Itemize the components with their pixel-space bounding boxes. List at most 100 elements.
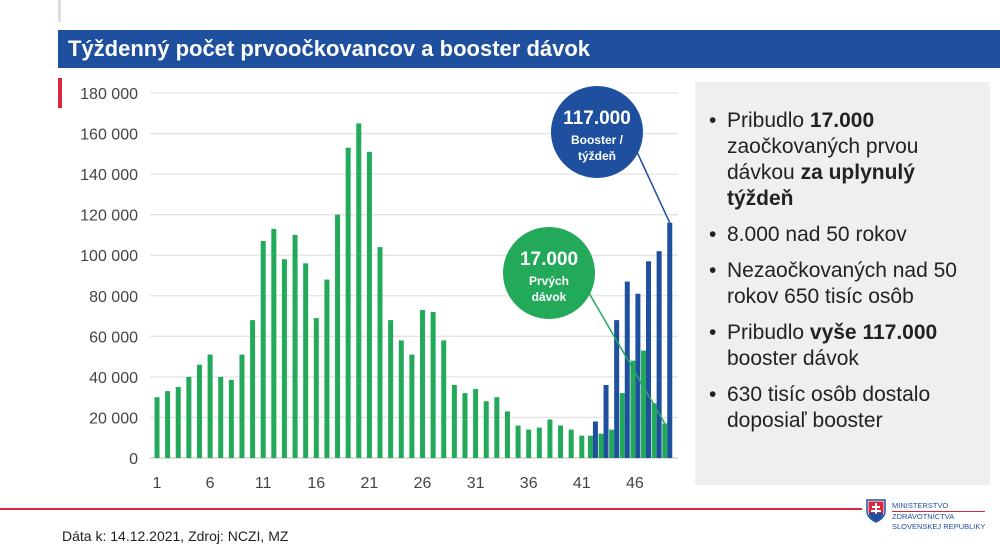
booster-bar: [624, 281, 630, 458]
booster-bar: [667, 222, 673, 458]
x-tick-label: 16: [307, 475, 325, 492]
first-dose-bar: [207, 354, 213, 458]
booster-bar: [656, 251, 662, 458]
logo-line: SLOVENSKEJ REPUBLIKY: [892, 522, 986, 531]
first-dose-bar: [662, 423, 668, 458]
x-tick-label: 21: [361, 475, 379, 492]
x-tick-label: 26: [414, 475, 432, 492]
first-dose-bar: [366, 151, 372, 459]
x-tick-label: 11: [255, 475, 272, 492]
first-dose-bar: [345, 147, 351, 458]
first-dose-bar: [430, 312, 436, 458]
first-dose-bar: [324, 279, 330, 458]
first-dose-bar: [228, 379, 234, 458]
first-dose-bar: [441, 340, 447, 458]
first-dose-bar: [388, 320, 394, 458]
first-dose-bar: [271, 228, 277, 458]
first-dose-bar: [526, 429, 532, 458]
y-tick-label: 180 000: [80, 86, 138, 103]
first-dose-bar: [451, 385, 457, 458]
summary-text: vyše 117.000: [809, 321, 938, 344]
first-dose-bar: [154, 397, 160, 458]
summary-text: za uplynulý týždeň: [727, 161, 915, 210]
first-dose-bar: [218, 376, 224, 458]
summary-panel: Pribudlo 17.000 zaočkovaných prvou dávko…: [695, 82, 990, 485]
x-tick-label: 1: [153, 475, 162, 492]
x-tick-label: 6: [206, 475, 215, 492]
callout-label2: týždeň: [578, 149, 616, 163]
first-dose-bar: [568, 429, 574, 458]
logo-line: MINISTERSTVO: [892, 501, 986, 512]
first-dose-bar: [239, 354, 245, 458]
first-dose-bar: [260, 241, 266, 458]
first-dose-bar: [504, 411, 510, 458]
first-dose-bar: [250, 320, 256, 458]
ministry-logo: MINISTERSTVO ZDRAVOTNÍCTVA SLOVENSKEJ RE…: [862, 499, 1000, 531]
summary-text: booster dávok: [727, 347, 859, 370]
first-dose-bar: [473, 389, 479, 458]
accent-mark: [58, 78, 62, 108]
summary-item: Nezaočkovaných nad 50 rokov 650 tisíc os…: [705, 258, 980, 310]
first-dose-bar: [356, 123, 362, 458]
first-dose-bar: [313, 318, 319, 458]
bar-chart: 0 20 000 40 000 60 000 80 000 100 000 120 000 1…: [80, 86, 678, 492]
summary-item: Pribudlo vyše 117.000 booster dávok: [705, 320, 980, 372]
first-dose-bar: [165, 391, 171, 458]
first-dose-bar: [536, 427, 542, 458]
first-dose-bar: [558, 425, 564, 458]
x-tick-label: 41: [573, 475, 591, 492]
page-title: Týždenný počet prvoočkovancov a booster …: [58, 30, 1000, 68]
summary-text: zaočkovaných prvou dávkou: [727, 135, 919, 184]
first-dose-bar: [420, 309, 425, 458]
divider: [58, 0, 61, 22]
x-tick-label: 31: [467, 475, 485, 492]
y-tick-label: 60 000: [89, 329, 138, 346]
first-dose-bar: [186, 376, 192, 458]
callout-label1: Booster /: [571, 133, 624, 147]
summary-item: 630 tisíc osôb dostalo doposiaľ booster: [705, 382, 980, 434]
booster-bar: [592, 421, 598, 458]
first-dose-bar: [175, 387, 181, 458]
footer-divider: [0, 508, 1000, 510]
first-dose-bar: [409, 354, 415, 458]
first-dose-bar: [494, 397, 500, 458]
callout-line: [588, 292, 666, 424]
y-tick-label: 80 000: [89, 289, 138, 306]
first-dose-bar: [281, 259, 287, 458]
first-dose-bar: [483, 401, 489, 458]
summary-text: 8.000 nad 50 rokov: [727, 223, 907, 246]
first-dose-bar: [579, 435, 585, 458]
summary-text: Pribudlo: [727, 109, 810, 132]
first-dose-bar: [619, 393, 625, 458]
first-dose-bar: [547, 419, 553, 458]
first-dose-bar: [335, 214, 341, 458]
callout-value: 117.000: [563, 108, 631, 129]
first-dose-bar: [515, 425, 521, 458]
first-dose-bar: [609, 429, 615, 458]
y-tick-label: 40 000: [89, 370, 138, 387]
first-dose-bar: [641, 350, 647, 458]
callout-line: [636, 151, 671, 224]
summary-text: Pribudlo: [727, 321, 810, 344]
first-dose-bar: [587, 435, 593, 458]
first-dose-bar: [398, 340, 404, 458]
summary-text: 630 tisíc osôb dostalo doposiaľ booster: [727, 383, 931, 432]
y-tick-label: 140 000: [80, 167, 138, 184]
booster-bar: [646, 261, 652, 458]
summary-text: 17.000: [809, 109, 875, 132]
summary-item: 8.000 nad 50 rokov: [705, 222, 980, 248]
data-source: Dáta k: 14.12.2021, Zdroj: NCZI, MZ: [62, 528, 289, 544]
callout-bubble: [551, 86, 643, 178]
first-dose-bar: [651, 403, 657, 458]
y-tick-label: 0: [129, 451, 138, 468]
y-tick-label: 160 000: [80, 127, 138, 144]
summary-text: Nezaočkovaných nad 50 rokov 650 tisíc os…: [727, 259, 957, 308]
first-dose-bar: [303, 263, 309, 458]
booster-bar: [614, 320, 620, 458]
callout-label1: Prvých: [529, 274, 569, 288]
x-tick-label: 36: [520, 475, 538, 492]
first-dose-bar: [196, 364, 202, 458]
booster-bar: [603, 385, 609, 458]
first-dose-bar: [598, 433, 604, 458]
summary-item: Pribudlo 17.000 zaočkovaných prvou dávko…: [705, 108, 980, 212]
